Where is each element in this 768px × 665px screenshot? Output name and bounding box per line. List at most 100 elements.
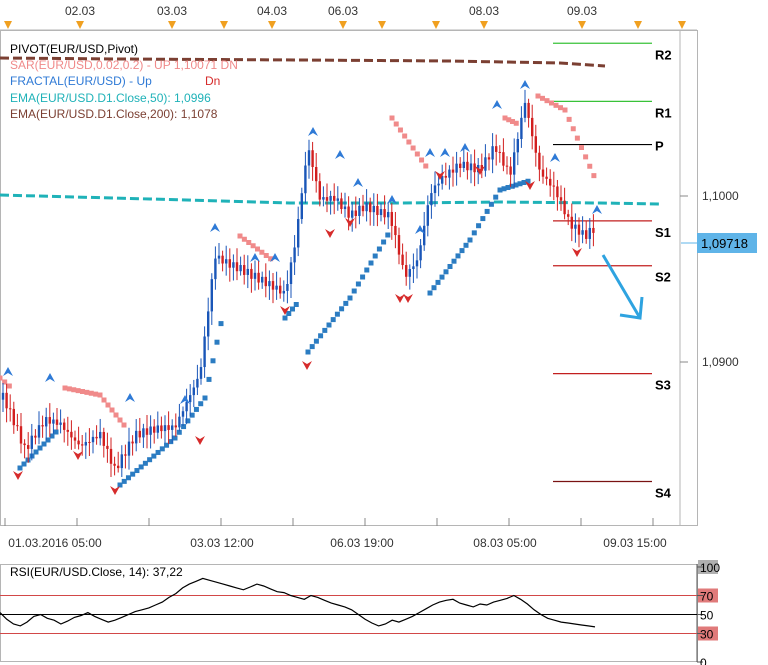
- sar-dot: [410, 145, 416, 151]
- candle-body: [383, 209, 386, 218]
- candle-body: [498, 151, 501, 153]
- fractal-up-icon: [45, 373, 55, 382]
- sar-dot: [121, 478, 127, 484]
- candle-body: [113, 463, 116, 466]
- sar-dot: [558, 105, 563, 111]
- candle-body: [322, 197, 325, 200]
- sar-dot: [33, 449, 39, 455]
- sar-dot: [427, 290, 433, 296]
- fractal-markers: [3, 80, 602, 495]
- date-marker-icon: [480, 21, 488, 29]
- sar-dot: [49, 433, 55, 439]
- date-marker-icon: [678, 21, 686, 29]
- rsi-plot-frame: [0, 564, 698, 662]
- bottom-date-label: 01.03.2016 05:00: [8, 536, 102, 550]
- sar-dot: [268, 256, 274, 262]
- sar-dot: [544, 98, 550, 104]
- candle-body: [394, 225, 397, 236]
- fractal-down-icon: [195, 436, 205, 445]
- candle-body: [235, 262, 239, 272]
- date-marker-icon: [76, 21, 84, 29]
- candle-body: [27, 445, 30, 449]
- pivot-label-s2: S2: [655, 270, 671, 285]
- candle-body: [473, 163, 476, 173]
- ema50-line: [0, 193, 661, 206]
- rsi-title: RSI(EUR/USD.Close, 14): 37,22: [10, 565, 183, 579]
- sar-dot: [431, 285, 437, 291]
- candle-body: [268, 281, 271, 287]
- candle-body: [361, 205, 365, 212]
- fractal-up-icon: [250, 253, 260, 262]
- candle-body: [451, 169, 455, 173]
- candle-body: [520, 117, 523, 139]
- candle-body: [513, 152, 516, 175]
- fractal-up-icon: [425, 148, 435, 157]
- candle-body: [343, 206, 347, 210]
- sar-dot: [484, 208, 490, 214]
- bottom-date-label: 03.03 12:00: [190, 536, 254, 550]
- sar-dot: [0, 375, 3, 381]
- sar-dot: [193, 406, 199, 412]
- legend-ema200: EMA(EUR/USD.D1.Close,200): 1,1078: [10, 107, 218, 121]
- sar-dot: [305, 349, 311, 355]
- candle-body: [495, 146, 498, 152]
- candle-body: [12, 408, 15, 426]
- candle-body: [279, 285, 282, 294]
- sar-dot: [506, 117, 512, 123]
- candle-body: [261, 276, 264, 283]
- candle-body: [135, 430, 138, 444]
- sar-dot: [540, 95, 545, 101]
- sar-dot: [53, 429, 59, 435]
- candle-body: [145, 428, 149, 435]
- candle-body: [275, 285, 278, 290]
- pivot-label-r2: R2: [655, 47, 672, 62]
- rsi-scale-label: 70: [700, 590, 714, 604]
- candle-body: [217, 255, 221, 259]
- sar-dot: [566, 116, 572, 122]
- fractal-up-icon: [460, 143, 470, 152]
- sar-dot: [286, 311, 292, 316]
- candle-body: [387, 211, 390, 218]
- sar-dot: [206, 376, 212, 382]
- candle-body: [574, 224, 577, 229]
- sar-dot: [147, 457, 153, 463]
- sar-dot: [480, 216, 486, 222]
- sar-dot: [263, 253, 269, 258]
- sar-dot: [185, 418, 191, 424]
- candle-body: [178, 416, 181, 428]
- pivot-label-r1: R1: [655, 105, 672, 120]
- date-marker-icon: [220, 21, 228, 29]
- price-tick-label: 1,1000: [702, 189, 739, 203]
- candle-body: [250, 268, 253, 279]
- candle-body: [444, 175, 447, 178]
- candle-body: [153, 426, 156, 433]
- candle-body: [588, 227, 591, 239]
- fractal-up-icon: [387, 195, 397, 204]
- sar-dot: [517, 181, 523, 187]
- sar-dot: [513, 182, 519, 188]
- fractal-up-icon: [3, 367, 13, 376]
- sar-dot: [93, 391, 99, 397]
- candle-body: [340, 198, 343, 210]
- date-marker-icon: [4, 21, 12, 29]
- rsi-panel: RSI(EUR/USD.Close, 14): 37,22: [0, 565, 697, 634]
- candle-body: [437, 183, 440, 186]
- candle-body: [88, 441, 91, 443]
- candle-body: [523, 102, 527, 118]
- candle-body: [448, 169, 451, 178]
- candle-body: [138, 430, 141, 438]
- candle-body: [142, 428, 145, 438]
- date-marker-icon: [432, 21, 440, 29]
- sar-dot: [181, 424, 187, 430]
- candle-body: [372, 205, 375, 213]
- sar-dot: [583, 154, 589, 160]
- bottom-date-axis: 01.03.2016 05:00 03.03 12:00 06.03 19:00 08…: [4, 518, 667, 550]
- candle-body: [455, 163, 458, 173]
- sar-dot: [355, 281, 361, 287]
- candle-body: [552, 185, 555, 187]
- candle-body: [430, 193, 433, 206]
- sar-dot: [66, 386, 72, 392]
- candle-body: [257, 272, 260, 283]
- rsi-scale-badge: [698, 588, 718, 603]
